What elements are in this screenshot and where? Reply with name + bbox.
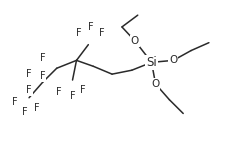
Text: F: F (40, 71, 46, 81)
Text: F: F (80, 85, 85, 95)
Text: F: F (40, 53, 46, 63)
Text: O: O (151, 79, 160, 89)
Text: F: F (26, 69, 32, 79)
Text: F: F (12, 97, 18, 107)
Text: Si: Si (146, 56, 157, 69)
Text: F: F (26, 85, 32, 95)
Text: F: F (56, 87, 62, 97)
Text: O: O (131, 36, 139, 46)
Text: F: F (34, 103, 40, 113)
Text: O: O (169, 55, 177, 65)
Text: F: F (22, 106, 28, 116)
Text: F: F (70, 91, 75, 101)
Text: F: F (76, 28, 81, 38)
Text: F: F (88, 22, 93, 32)
Text: F: F (99, 28, 105, 38)
